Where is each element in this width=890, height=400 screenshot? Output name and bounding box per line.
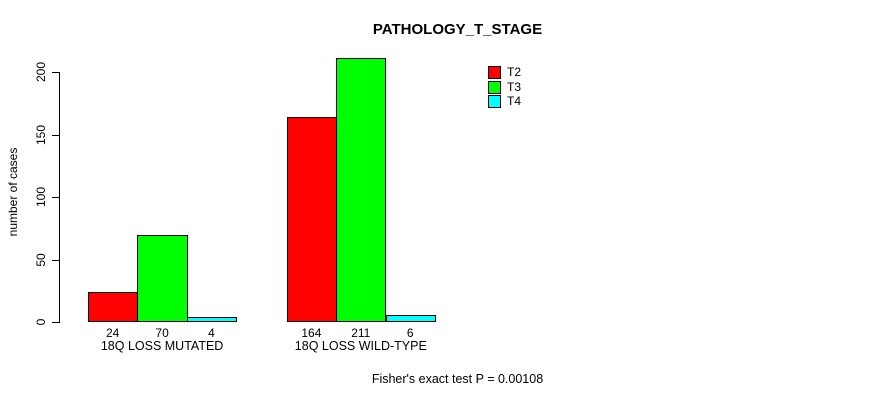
bar-T3-group1	[137, 234, 188, 322]
y-axis-tick-label: 150	[34, 124, 48, 145]
bar-T4-group1	[186, 317, 238, 322]
bar-T3-group2	[336, 58, 387, 322]
y-axis-tick	[52, 197, 59, 198]
y-axis-tick	[52, 322, 59, 323]
y-axis-tick-label: 50	[34, 252, 48, 267]
category-label: 18Q LOSS WILD-TYPE	[294, 339, 427, 353]
legend-item-T4: T4	[488, 95, 521, 108]
legend-label-T4: T4	[507, 94, 522, 108]
legend-swatch-T2	[488, 66, 501, 79]
bar-T4-group2	[385, 314, 436, 322]
bar-value-label: 70	[155, 326, 169, 340]
y-axis-label: number of cases	[6, 147, 20, 237]
chart-title: PATHOLOGY_T_STAGE	[372, 21, 543, 38]
y-axis-line	[59, 72, 60, 323]
bar-value-label: 6	[406, 326, 414, 340]
bar-value-label: 4	[208, 326, 215, 340]
legend: T2 T3 T4	[488, 66, 521, 110]
y-axis-tick-label: 200	[34, 61, 48, 83]
y-axis-tick-label: 100	[34, 186, 48, 208]
y-axis-tick	[52, 259, 59, 261]
bar-value-label: 211	[351, 326, 371, 340]
y-axis-tick	[52, 134, 59, 136]
category-label: 18Q LOSS MUTATED	[100, 339, 224, 353]
bar-T2-group2	[286, 117, 338, 322]
y-axis-tick-label: 0	[34, 318, 48, 326]
legend-label-T2: T2	[507, 65, 522, 79]
legend-swatch-T3	[488, 80, 501, 94]
legend-swatch-T4	[488, 95, 501, 108]
stat-annotation: Fisher's exact test P = 0.00108	[371, 372, 544, 386]
legend-item-T3: T3	[488, 79, 522, 94]
bar-value-label: 24	[106, 326, 120, 340]
bar-T2-group1	[88, 292, 139, 322]
bar-value-label: 164	[301, 326, 322, 340]
legend-label-T3: T3	[507, 79, 522, 94]
y-axis-tick	[52, 72, 59, 73]
legend-item-T2: T2	[488, 66, 521, 79]
